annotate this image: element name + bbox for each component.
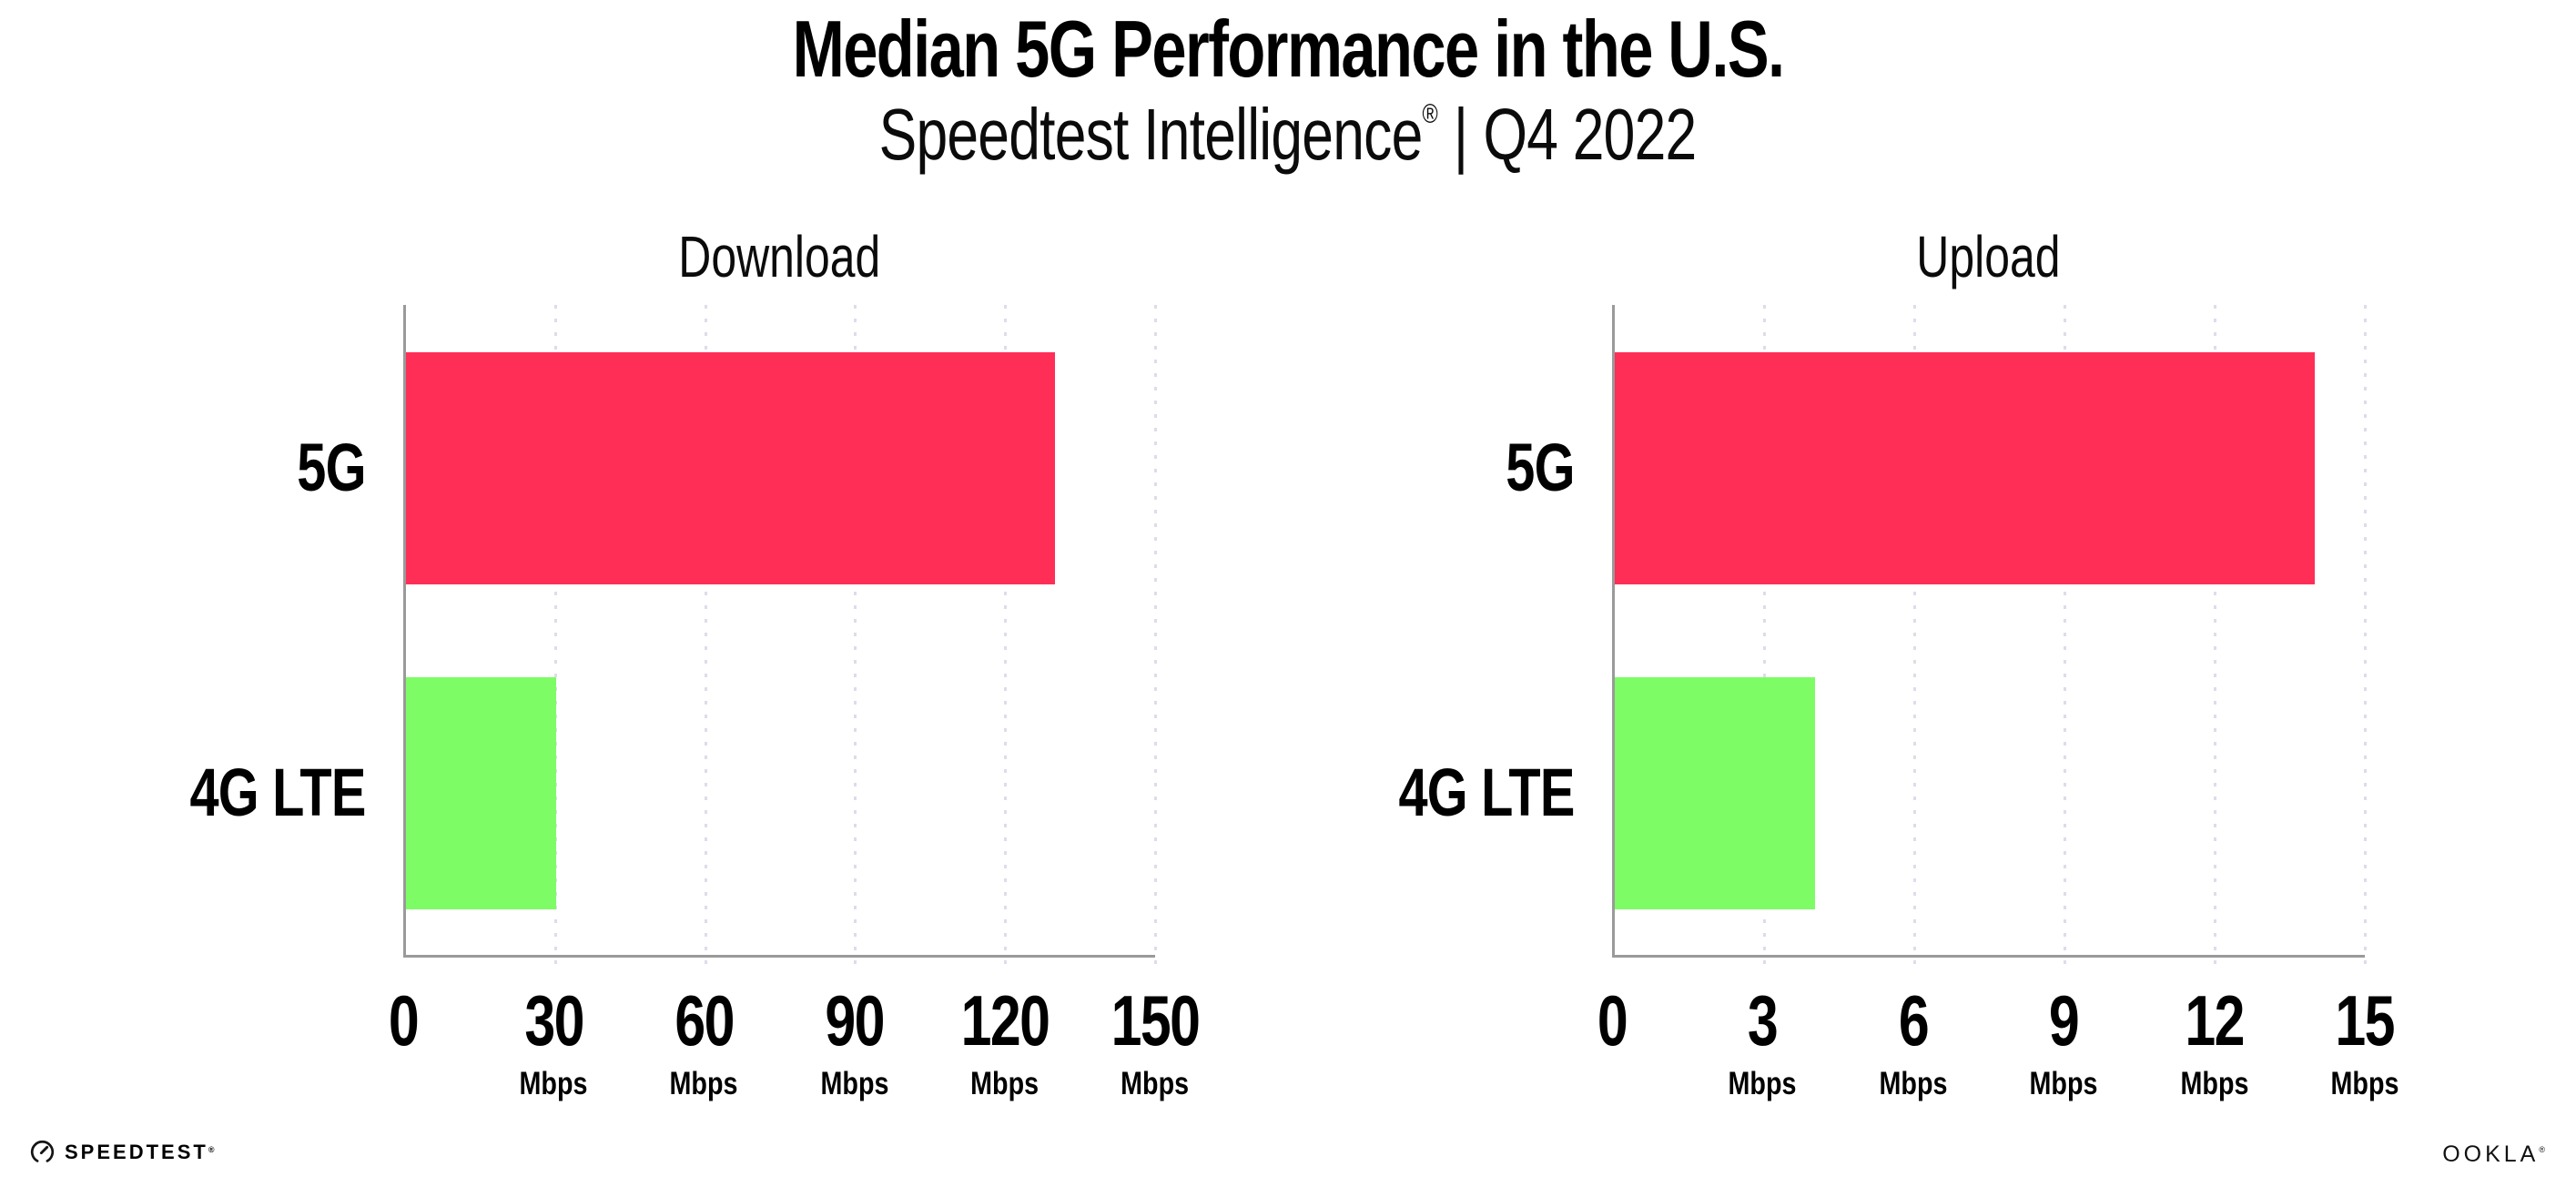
bar-5g-download — [406, 351, 1056, 584]
registered-mark: ® — [1422, 99, 1439, 129]
x-tick-150: 150 Mbps — [1099, 985, 1212, 1100]
x-tick-9: 9 Mbps — [2022, 985, 2104, 1100]
subtitle-brand: Speedtest Intelligence — [879, 94, 1424, 175]
x-tick-unit: Mbps — [820, 1066, 889, 1101]
ookla-registered-mark: ® — [2539, 1145, 2545, 1154]
chart-title-upload: Upload — [1916, 224, 2061, 289]
gridline — [1913, 305, 1917, 973]
y-category-label-5g: 5G — [297, 430, 367, 506]
x-tick-90: 90 Mbps — [813, 985, 896, 1100]
page-title: Median 5G Performance in the U.S. — [792, 4, 1785, 94]
x-tick-0: 0 — [1597, 980, 1628, 1060]
gridline — [1153, 305, 1157, 973]
y-category-label-4g-lte: 4G LTE — [1398, 755, 1576, 831]
y-category-label-4g-lte: 4G LTE — [189, 755, 367, 831]
ookla-wordmark: OOKLA — [2442, 1141, 2540, 1167]
x-tick-6: 6 Mbps — [1871, 985, 1954, 1100]
speedtest-wordmark: SPEEDTEST — [65, 1140, 208, 1163]
speedtest-logo: SPEEDTEST® — [30, 1140, 214, 1164]
x-tick-unit: Mbps — [1121, 1066, 1190, 1101]
gridline — [554, 305, 558, 973]
gridline — [854, 305, 857, 973]
x-tick-120: 120 Mbps — [948, 985, 1061, 1100]
x-tick-15: 15 Mbps — [2323, 985, 2406, 1100]
subtitle-period: Q4 2022 — [1483, 94, 1698, 175]
gridline — [2363, 305, 2367, 973]
x-tick-unit: Mbps — [519, 1066, 588, 1101]
x-tick-unit: Mbps — [1879, 1066, 1948, 1101]
x-tick-60: 60 Mbps — [663, 985, 745, 1100]
download-x-axis: 0 30 Mbps 60 Mbps 90 Mbps 120 Mbps 150 Mbps — [389, 985, 1201, 1112]
speedtest-gauge-icon — [30, 1140, 55, 1162]
gridline — [1763, 305, 1767, 973]
gridline — [1003, 305, 1007, 973]
x-tick-12: 12 Mbps — [2173, 985, 2256, 1100]
x-tick-unit: Mbps — [970, 1066, 1040, 1101]
bar-5g-upload — [1615, 351, 2316, 584]
x-tick-unit: Mbps — [2029, 1066, 2098, 1101]
bar-4g-lte-download — [406, 676, 556, 909]
upload-plot-area: 5G 4G LTE — [1399, 305, 2367, 973]
y-category-label-5g: 5G — [1506, 430, 1576, 506]
download-plot-area: 5G 4G LTE — [190, 305, 1157, 973]
ookla-logo: OOKLA® — [2442, 1143, 2545, 1166]
chart-title-download: Download — [677, 224, 881, 289]
gridline — [704, 305, 707, 973]
speedtest-registered-mark: ® — [208, 1144, 215, 1154]
x-tick-unit: Mbps — [2330, 1066, 2399, 1101]
x-tick-unit: Mbps — [669, 1066, 738, 1101]
x-tick-unit: Mbps — [1728, 1066, 1797, 1101]
x-tick-3: 3 Mbps — [1721, 985, 1804, 1100]
page-subtitle: Speedtest Intelligence® | Q4 2022 — [0, 98, 2576, 171]
x-tick-unit: Mbps — [2180, 1066, 2249, 1101]
x-tick-30: 30 Mbps — [512, 985, 594, 1100]
upload-x-axis: 0 3 Mbps 6 Mbps 9 Mbps 12 Mbps 15 Mbps — [1597, 985, 2399, 1112]
bar-4g-lte-upload — [1615, 676, 1815, 909]
x-tick-0: 0 — [388, 980, 420, 1060]
subtitle-separator: | — [1454, 94, 1468, 175]
gridline — [2063, 305, 2066, 973]
gridline — [2213, 305, 2216, 973]
